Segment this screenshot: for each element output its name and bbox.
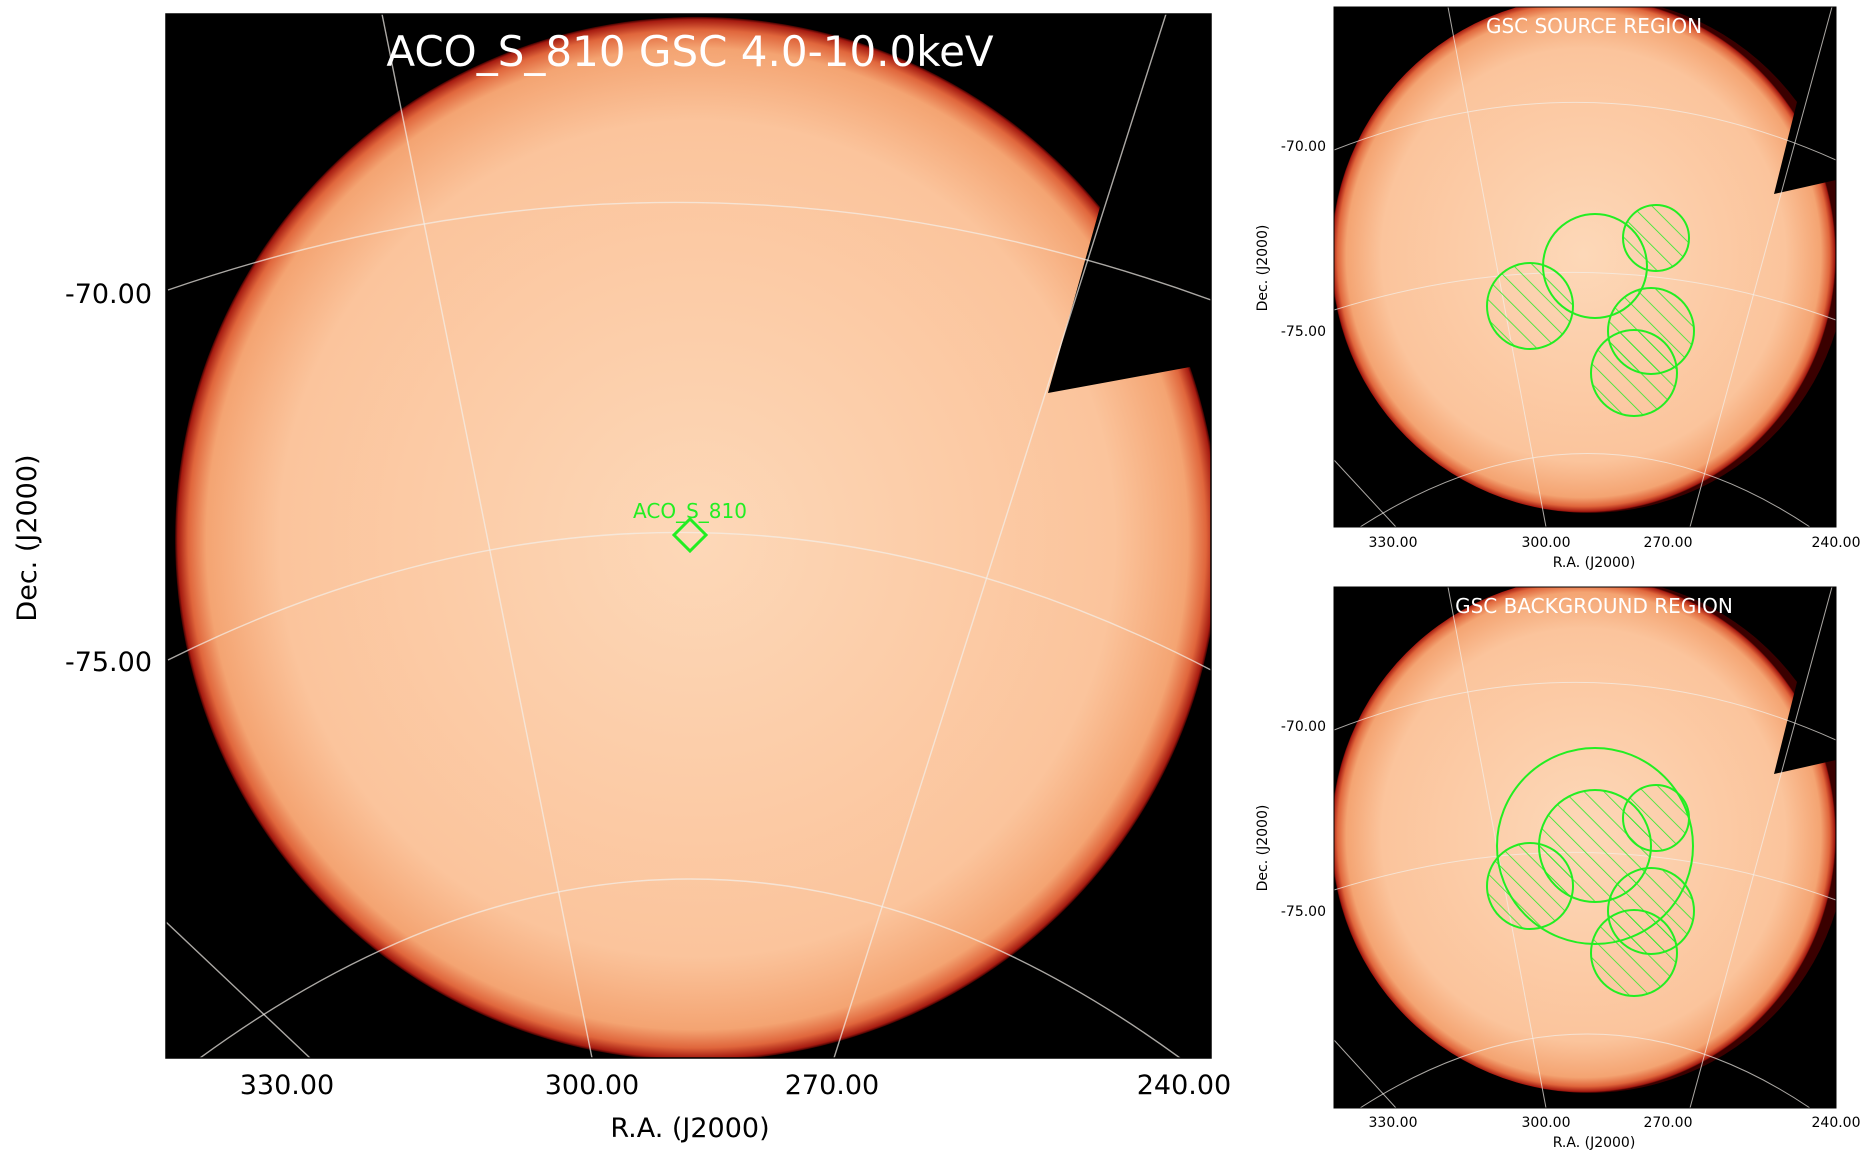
main-x-axis-label: R.A. (J2000) (610, 1113, 769, 1144)
source-region-panel (1333, 6, 1837, 528)
excluded-source-circle (1622, 784, 1690, 852)
excluded-source-circle (1486, 842, 1574, 930)
source-x-tick-label: 270.00 (1644, 535, 1693, 551)
main-x-tick-label: 270.00 (785, 1070, 879, 1101)
main-title: ACO_S_810 GSC 4.0-10.0keV (386, 27, 994, 76)
excluded-source-circle (1590, 909, 1678, 997)
source-y-axis-label: Dec. (J2000) (1255, 225, 1271, 312)
source-x-tick-label: 300.00 (1522, 535, 1571, 551)
background-y-axis-label: Dec. (J2000) (1255, 805, 1271, 892)
main-y-axis-label: Dec. (J2000) (12, 454, 43, 621)
source-exposure-disc (1334, 7, 1836, 513)
excluded-source-circle (1622, 204, 1690, 272)
background-panel-title: GSC BACKGROUND REGION (1455, 594, 1733, 618)
main-y-tick-label: -75.00 (65, 647, 152, 678)
source-coordinate-grid (1334, 7, 1836, 527)
main-exposure-disc (175, 16, 1211, 1058)
background-x-tick-label: 240.00 (1812, 1115, 1861, 1131)
main-axes-frame (165, 13, 1212, 1059)
main-x-tick-label: 300.00 (545, 1070, 639, 1101)
main-source-label: ACO_S_810 (633, 499, 747, 523)
excluded-source-circle (1590, 329, 1678, 417)
background-y-tick-label: -75.00 (1281, 904, 1326, 920)
source-x-tick-label: 330.00 (1369, 535, 1418, 551)
main-coordinate-grid (166, 14, 1211, 1058)
background-x-tick-label: 270.00 (1644, 1115, 1693, 1131)
main-x-tick-label: 240.00 (1137, 1070, 1231, 1101)
background-axes-frame (1333, 586, 1837, 1109)
background-region-circles (1486, 747, 1695, 997)
source-panel-title: GSC SOURCE REGION (1486, 14, 1702, 38)
source-y-tick-label: -75.00 (1281, 324, 1326, 340)
main-x-tick-label: 330.00 (240, 1070, 334, 1101)
main-y-tick-label: -70.00 (65, 279, 152, 310)
background-region-panel (1333, 586, 1837, 1109)
background-x-tick-label: 330.00 (1369, 1115, 1418, 1131)
main-image-panel (165, 13, 1212, 1059)
source-axes-frame (1333, 6, 1837, 528)
source-region-circles (1486, 204, 1695, 417)
source-y-tick-label: -70.00 (1281, 139, 1326, 155)
excluded-source-circle (1486, 262, 1574, 350)
source-x-tick-label: 240.00 (1812, 535, 1861, 551)
background-x-axis-label: R.A. (J2000) (1553, 1135, 1636, 1151)
source-x-axis-label: R.A. (J2000) (1553, 555, 1636, 571)
background-y-tick-label: -70.00 (1281, 719, 1326, 735)
main-source-diamond-icon (671, 516, 709, 554)
background-x-tick-label: 300.00 (1522, 1115, 1571, 1131)
